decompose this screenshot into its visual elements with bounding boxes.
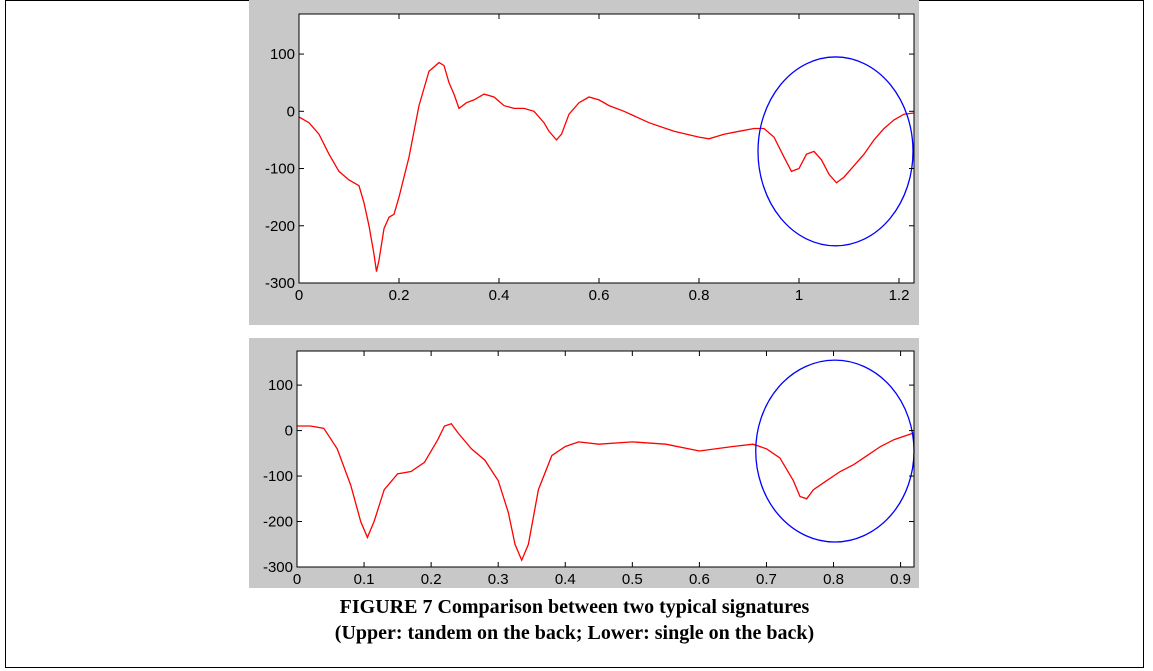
upper-y-tick-label: 100 — [270, 46, 295, 63]
lower-x-tick-label: 0.6 — [689, 571, 710, 588]
lower-y-tick-label: -300 — [263, 559, 293, 576]
upper-x-tick-label: 0.4 — [489, 287, 510, 304]
lower-y-tick-label: 0 — [285, 423, 293, 440]
lower-plot: 0 0.1 0.2 0.3 0.4 0.5 0.6 0.7 0.8 0.9 100 0 -100 -200… — [263, 350, 915, 588]
lower-x-tick-label: 0 — [293, 571, 301, 588]
upper-x-tick-label: 1.2 — [889, 287, 910, 304]
lower-x-tick-label: 0.9 — [890, 571, 911, 588]
upper-y-tick-label: -200 — [265, 218, 295, 235]
lower-axes-area — [297, 351, 914, 567]
figure-caption-line-1: FIGURE 7 Comparison between two typical … — [339, 596, 810, 618]
upper-x-tick-label: 0.2 — [389, 287, 410, 304]
lower-axes-box — [296, 350, 915, 568]
upper-x-tick-label: 0.6 — [589, 287, 610, 304]
lower-x-tick-label: 0.1 — [354, 571, 375, 588]
lower-x-tick-label: 0.2 — [421, 571, 442, 588]
lower-y-tick-label: -100 — [263, 468, 293, 485]
upper-x-tick-label: 1 — [795, 287, 803, 304]
upper-x-tick-label: 0 — [295, 287, 303, 304]
upper-axes-area — [299, 14, 914, 283]
upper-y-tick-label: -100 — [265, 161, 295, 178]
lower-plot-panel: 0 0.1 0.2 0.3 0.4 0.5 0.6 0.7 0.8 0.9 100 0 -100 -200… — [249, 338, 919, 588]
lower-y-tick-label: 100 — [268, 377, 293, 394]
upper-signature-line-0 — [299, 61, 914, 272]
figure-caption-line-2: (Upper: tandem on the back; Lower: singl… — [334, 622, 815, 644]
lower-x-tick-label: 0.5 — [622, 571, 643, 588]
lower-x-tick-label: 0.8 — [823, 571, 844, 588]
upper-axes-box — [298, 13, 915, 284]
upper-y-tick-label: -300 — [265, 275, 295, 292]
upper-plot: 0 0.2 0.4 0.6 0.8 1 1.2 100 0 -100 -200 -300 — [265, 13, 915, 304]
lower-y-tick-label: -200 — [263, 514, 293, 531]
upper-plot-panel: 0 0.2 0.4 0.6 0.8 1 1.2 100 0 -100 -200 -300 — [249, 0, 919, 325]
lower-x-tick-label: 0.7 — [756, 571, 777, 588]
lower-signature-line-0 — [297, 423, 914, 562]
upper-x-tick-label: 0.8 — [689, 287, 710, 304]
upper-highlight-circle-0 — [757, 56, 914, 247]
upper-y-tick-label: 0 — [287, 103, 295, 120]
lower-x-tick-label: 0.4 — [555, 571, 576, 588]
lower-x-tick-label: 0.3 — [488, 571, 509, 588]
